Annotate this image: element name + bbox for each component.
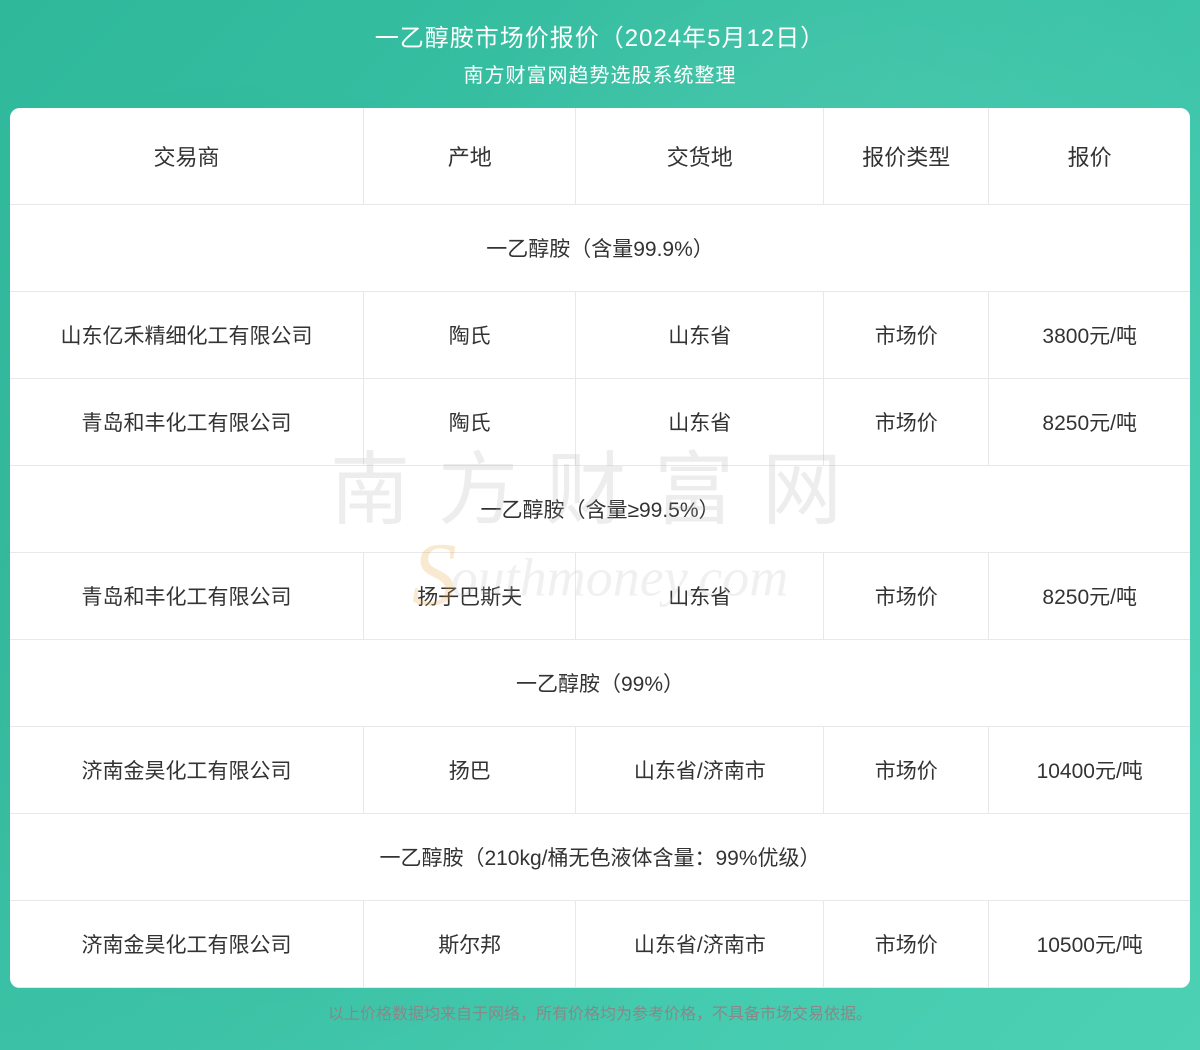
cell-price: 3800元/吨 [989,292,1190,379]
cell-price: 10500元/吨 [989,901,1190,988]
table-header-row: 交易商 产地 交货地 报价类型 报价 [10,108,1190,205]
section-label: 一乙醇胺（210kg/桶无色液体含量：99%优级） [10,814,1190,901]
cell-price: 8250元/吨 [989,553,1190,640]
col-header-price: 报价 [989,108,1190,205]
footer-disclaimer: 以上价格数据均来自于网络，所有价格均为参考价格，不具备市场交易依据。 [0,988,1200,1036]
section-label: 一乙醇胺（含量≥99.5%） [10,466,1190,553]
table-row: 济南金昊化工有限公司斯尔邦山东省/济南市市场价10500元/吨 [10,901,1190,988]
cell-trader: 青岛和丰化工有限公司 [10,379,364,466]
page-title: 一乙醇胺市场价报价（2024年5月12日） [0,18,1200,53]
table-row: 济南金昊化工有限公司扬巴山东省/济南市市场价10400元/吨 [10,727,1190,814]
cell-trader: 济南金昊化工有限公司 [10,901,364,988]
cell-trader: 山东亿禾精细化工有限公司 [10,292,364,379]
col-header-trader: 交易商 [10,108,364,205]
price-table: 交易商 产地 交货地 报价类型 报价 一乙醇胺（含量99.9%）山东亿禾精细化工… [10,108,1190,988]
cell-origin: 斯尔邦 [364,901,576,988]
cell-trader: 青岛和丰化工有限公司 [10,553,364,640]
cell-price: 10400元/吨 [989,727,1190,814]
cell-type: 市场价 [824,292,989,379]
page-subtitle: 南方财富网趋势选股系统整理 [0,59,1200,88]
cell-origin: 扬子巴斯夫 [364,553,576,640]
col-header-origin: 产地 [364,108,576,205]
cell-origin: 扬巴 [364,727,576,814]
cell-type: 市场价 [824,553,989,640]
cell-origin: 陶氏 [364,379,576,466]
section-label: 一乙醇胺（含量99.9%） [10,205,1190,292]
header: 一乙醇胺市场价报价（2024年5月12日） 南方财富网趋势选股系统整理 [0,0,1200,108]
section-label: 一乙醇胺（99%） [10,640,1190,727]
cell-trader: 济南金昊化工有限公司 [10,727,364,814]
table-row: 山东亿禾精细化工有限公司陶氏山东省市场价3800元/吨 [10,292,1190,379]
cell-type: 市场价 [824,727,989,814]
cell-delivery: 山东省/济南市 [576,901,824,988]
table-row: 青岛和丰化工有限公司陶氏山东省市场价8250元/吨 [10,379,1190,466]
price-table-container: 南方财富网 Southmoney.com 交易商 产地 交货地 报价类型 报价 … [10,108,1190,988]
table-row: 青岛和丰化工有限公司扬子巴斯夫山东省市场价8250元/吨 [10,553,1190,640]
col-header-delivery: 交货地 [576,108,824,205]
cell-delivery: 山东省 [576,553,824,640]
cell-delivery: 山东省 [576,292,824,379]
table-body: 一乙醇胺（含量99.9%）山东亿禾精细化工有限公司陶氏山东省市场价3800元/吨… [10,205,1190,988]
col-header-type: 报价类型 [824,108,989,205]
section-header-row: 一乙醇胺（含量≥99.5%） [10,466,1190,553]
cell-type: 市场价 [824,379,989,466]
cell-price: 8250元/吨 [989,379,1190,466]
cell-type: 市场价 [824,901,989,988]
section-header-row: 一乙醇胺（210kg/桶无色液体含量：99%优级） [10,814,1190,901]
section-header-row: 一乙醇胺（含量99.9%） [10,205,1190,292]
section-header-row: 一乙醇胺（99%） [10,640,1190,727]
cell-delivery: 山东省 [576,379,824,466]
cell-origin: 陶氏 [364,292,576,379]
cell-delivery: 山东省/济南市 [576,727,824,814]
